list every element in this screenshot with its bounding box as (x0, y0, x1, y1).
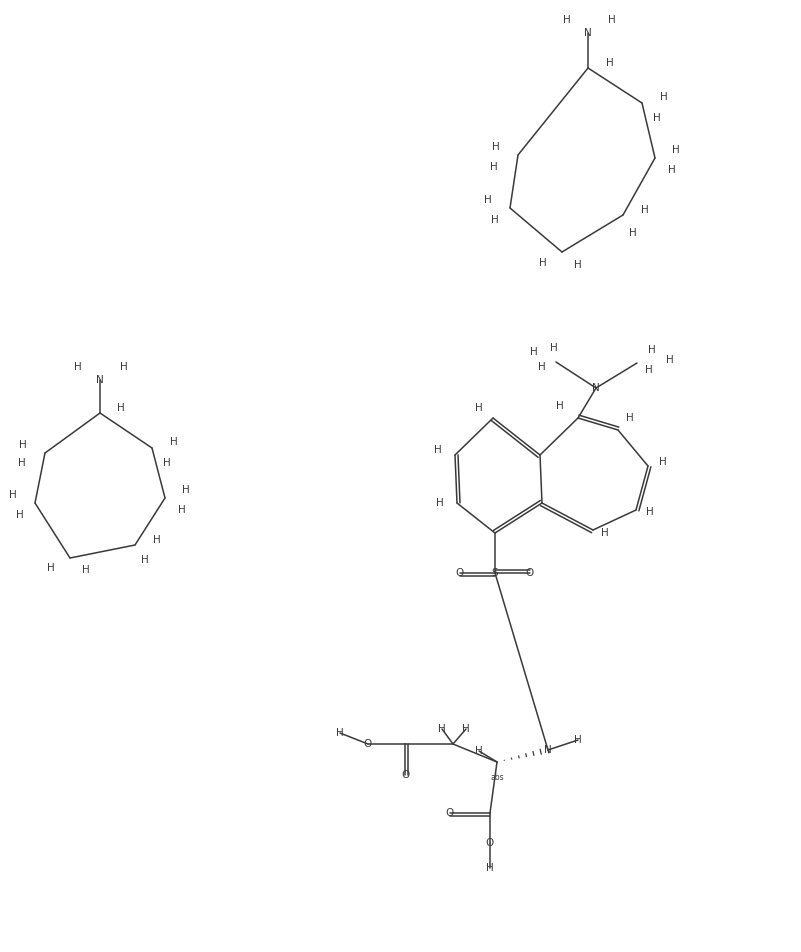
Text: H: H (563, 15, 571, 25)
Text: H: H (556, 401, 564, 411)
Text: O: O (364, 739, 372, 749)
Text: O: O (400, 770, 409, 780)
Text: H: H (659, 457, 667, 467)
Text: H: H (18, 458, 26, 468)
Text: H: H (645, 365, 653, 375)
Text: H: H (601, 528, 609, 538)
Text: H: H (74, 362, 82, 372)
Text: H: H (608, 15, 616, 25)
Text: H: H (653, 113, 661, 123)
Text: N: N (584, 28, 592, 38)
Text: H: H (539, 258, 547, 268)
Text: H: H (83, 565, 90, 575)
Text: H: H (117, 403, 125, 413)
Text: H: H (574, 260, 582, 270)
Text: H: H (475, 746, 483, 756)
Text: H: H (660, 92, 668, 102)
Text: H: H (475, 403, 483, 413)
Text: H: H (492, 142, 500, 152)
Text: H: H (530, 347, 538, 357)
Text: H: H (648, 345, 656, 355)
Text: H: H (182, 485, 190, 495)
Text: H: H (626, 413, 634, 423)
Text: H: H (16, 510, 24, 520)
Text: H: H (434, 445, 442, 455)
Text: O: O (486, 838, 494, 848)
Text: N: N (96, 375, 104, 385)
Text: H: H (491, 215, 499, 225)
Text: H: H (436, 498, 444, 508)
Text: H: H (19, 440, 27, 450)
Text: H: H (178, 505, 186, 515)
Text: H: H (672, 145, 680, 155)
Text: H: H (153, 535, 161, 545)
Text: H: H (170, 437, 178, 447)
Text: H: H (668, 165, 676, 175)
Text: H: H (550, 343, 557, 353)
Text: H: H (574, 735, 582, 745)
Text: H: H (486, 863, 494, 873)
Text: H: H (47, 563, 55, 573)
Text: H: H (606, 58, 614, 68)
Text: H: H (438, 724, 446, 734)
Text: H: H (641, 205, 649, 215)
Text: H: H (462, 724, 470, 734)
Text: S: S (492, 568, 498, 578)
Text: O: O (456, 568, 464, 578)
Text: H: H (141, 555, 149, 565)
Text: H: H (120, 362, 128, 372)
Text: H: H (163, 458, 171, 468)
Text: H: H (484, 195, 492, 205)
Text: N: N (544, 745, 552, 755)
Text: H: H (9, 490, 17, 500)
Text: N: N (592, 383, 600, 393)
Text: H: H (538, 362, 545, 372)
Text: H: H (336, 728, 344, 738)
Text: abs: abs (490, 773, 504, 783)
Text: H: H (629, 228, 637, 238)
Text: H: H (666, 355, 674, 365)
Text: O: O (446, 808, 454, 818)
Text: O: O (526, 568, 534, 578)
Text: H: H (646, 507, 654, 517)
Text: H: H (490, 162, 498, 172)
